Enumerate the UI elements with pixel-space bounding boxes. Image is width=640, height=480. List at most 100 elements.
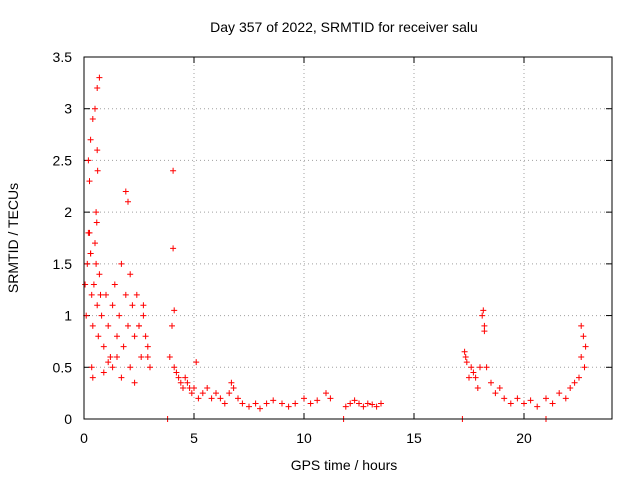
data-point: [88, 291, 95, 298]
data-point: [103, 291, 109, 298]
data-point: [462, 353, 469, 360]
data-point: [263, 400, 270, 407]
data-point: [87, 250, 94, 257]
data-point: [556, 390, 563, 397]
data-point: [92, 105, 98, 112]
data-point: [217, 395, 224, 402]
y-tick-label: 1: [64, 308, 72, 324]
data-points: [82, 74, 589, 422]
data-point: [184, 379, 191, 386]
data-point: [114, 353, 120, 360]
chart-title: Day 357 of 2022, SRMTID for receiver sal…: [210, 19, 478, 35]
data-point: [582, 343, 589, 350]
data-point: [171, 364, 178, 371]
data-point: [90, 281, 97, 288]
data-point: [140, 302, 147, 309]
data-point: [182, 374, 189, 381]
data-point: [89, 116, 96, 123]
data-point: [514, 395, 521, 402]
data-point: [481, 328, 488, 335]
data-point: [84, 260, 91, 267]
data-point: [466, 374, 472, 381]
data-point: [169, 322, 175, 329]
data-point: [94, 147, 101, 154]
data-point: [285, 403, 292, 410]
data-point: [177, 379, 184, 386]
data-point: [204, 384, 211, 391]
data-point: [235, 395, 241, 402]
data-point: [125, 322, 131, 329]
data-point: [543, 395, 549, 402]
data-point: [88, 364, 95, 371]
data-point: [342, 403, 349, 410]
data-point: [208, 395, 215, 402]
data-point: [480, 307, 487, 314]
data-point: [364, 400, 371, 407]
data-point: [562, 395, 569, 402]
data-point: [195, 395, 202, 402]
data-point: [118, 374, 125, 381]
data-point: [314, 397, 321, 404]
data-point: [136, 322, 142, 329]
data-point: [114, 333, 120, 340]
data-point: [173, 369, 180, 376]
data-point: [129, 302, 136, 309]
data-point: [279, 400, 285, 407]
y-tick-label: 1.5: [53, 256, 73, 272]
data-point: [138, 353, 145, 360]
data-point: [92, 240, 98, 247]
data-point: [125, 198, 131, 205]
data-point: [116, 312, 123, 319]
data-point: [100, 369, 107, 376]
data-point: [142, 333, 149, 340]
data-point: [356, 400, 362, 407]
data-point: [474, 384, 481, 391]
data-point: [239, 400, 246, 407]
y-axis-label: SRMTID / TECUs: [5, 183, 21, 293]
data-point: [131, 379, 138, 386]
x-tick-label: 10: [296, 430, 312, 446]
data-point: [373, 403, 380, 410]
data-point: [323, 390, 329, 397]
data-point: [191, 384, 197, 391]
x-tick-label: 20: [516, 430, 532, 446]
y-tick-label: 0: [64, 411, 72, 427]
data-point: [252, 400, 259, 407]
data-point: [133, 291, 140, 298]
data-point: [580, 333, 587, 340]
data-point: [193, 359, 200, 366]
data-point: [578, 322, 585, 329]
data-point: [481, 322, 488, 329]
data-point: [360, 403, 367, 410]
data-point: [567, 384, 574, 391]
data-point: [347, 400, 354, 407]
y-tick-label: 2.5: [53, 152, 73, 168]
data-point: [228, 379, 235, 386]
data-point: [127, 271, 134, 278]
data-point: [461, 348, 468, 355]
data-point: [170, 167, 177, 174]
x-tick-label: 5: [190, 430, 198, 446]
data-point: [170, 245, 177, 252]
data-point: [188, 390, 195, 397]
data-point: [483, 364, 490, 371]
data-point: [107, 353, 114, 360]
data-point: [270, 397, 277, 404]
data-point: [109, 364, 116, 371]
y-tick-label: 0.5: [53, 359, 73, 375]
data-point: [571, 379, 578, 386]
data-point: [472, 374, 479, 381]
data-point: [140, 312, 147, 319]
x-axis-label: GPS time / hours: [291, 457, 398, 473]
data-point: [501, 395, 508, 402]
data-point: [292, 400, 299, 407]
data-point: [581, 364, 588, 371]
data-point: [477, 364, 483, 371]
data-point: [98, 312, 105, 319]
data-point: [226, 390, 233, 397]
data-point: [144, 353, 151, 360]
data-point: [166, 353, 173, 360]
data-point: [144, 343, 151, 350]
data-point: [351, 397, 358, 404]
data-point: [89, 322, 96, 329]
